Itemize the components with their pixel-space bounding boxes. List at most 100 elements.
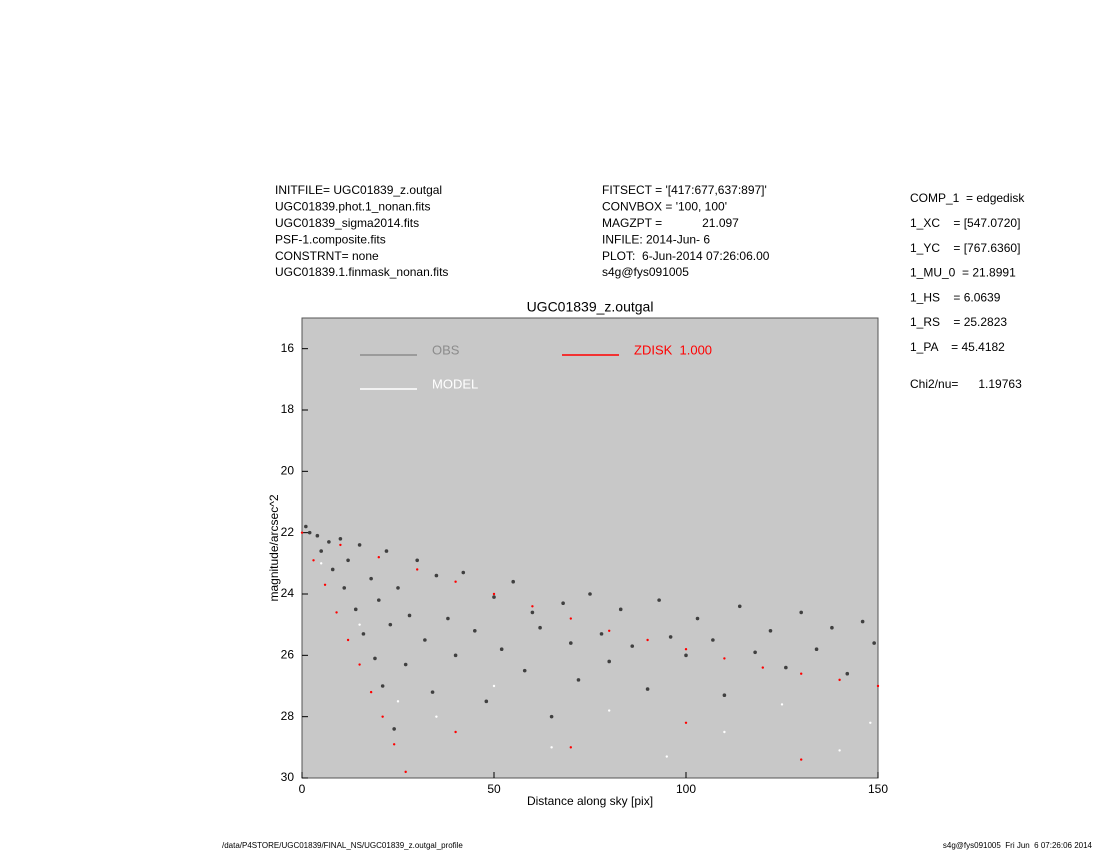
point [845,671,850,676]
point [695,616,700,621]
x-tick-label: 150 [868,782,888,796]
point [320,562,323,565]
point [446,616,450,621]
point [434,573,439,578]
header-line: UGC01839_sigma2014.fits [275,216,419,230]
point [492,595,496,599]
chart-title: UGC01839_z.outgal [527,299,654,315]
point [646,638,649,642]
point [484,699,489,704]
y-tick-label: 24 [281,586,295,600]
point [416,568,419,571]
y-tick-label: 20 [281,464,295,478]
point [838,678,841,682]
legend-label: ZDISK 1.000 [634,342,712,357]
fit-param: 1_RS = 25.2823 [910,315,1007,329]
footer-left: /data/P4STORE/UGC01839/FINAL_NS/UGC01839… [222,841,463,850]
header-line: CONVBOX = '100, 100' [602,200,727,214]
point [711,638,715,642]
y-axis-label: magnitude/arcsec^2 [267,494,281,601]
point [423,638,427,642]
point [576,678,581,682]
point [353,607,358,612]
point [396,586,400,590]
point [404,770,407,774]
point [392,743,396,746]
point [358,663,361,666]
point [384,549,389,553]
point [608,709,611,712]
point [403,662,408,667]
legend-label: MODEL [432,376,478,391]
point [723,657,726,660]
point [668,635,673,639]
point [373,656,377,661]
point [300,531,304,534]
x-tick-label: 100 [676,782,696,796]
x-axis-label: Distance along sky [pix] [527,794,653,808]
point [531,605,534,608]
header-line: MAGZPT = 21.097 [602,216,739,230]
point [753,650,757,655]
point [435,715,438,718]
header-line: FITSECT = '[417:677,637:897]' [602,183,767,197]
point [830,625,834,630]
legend-label: OBS [432,342,460,357]
point [588,592,592,596]
fit-param: COMP_1 = edgedisk [910,191,1025,205]
point [342,586,347,590]
point [550,746,553,749]
point [561,601,565,605]
point [335,611,338,614]
point [454,580,457,583]
y-tick-label: 26 [281,648,295,662]
header-line: s4g@fys091005 [602,265,689,279]
point [396,700,400,703]
point [358,623,361,626]
point [869,721,872,724]
point [377,598,381,602]
point [492,592,496,596]
point [872,641,876,645]
fit-param: 1_HS = 6.0639 [910,290,1001,304]
fit-param: 1_PA = 45.4182 [910,340,1005,354]
point [737,604,742,609]
fit-param: 1_XC = [547.0720] [910,216,1020,230]
point [569,746,572,749]
point [327,540,331,544]
point [430,690,435,694]
y-tick-label: 28 [281,709,295,723]
point [338,537,343,541]
y-tick-label: 30 [281,770,295,784]
point [346,558,350,563]
point [618,607,623,612]
point [599,632,604,636]
fit-param: 1_YC = [767.6360] [910,241,1020,255]
point [645,687,650,691]
point [499,647,504,651]
point [369,690,373,694]
point [315,533,320,538]
point [569,641,573,645]
point [330,567,335,572]
point [538,625,542,630]
point [684,721,688,724]
point [453,653,458,658]
point [684,653,688,658]
point [799,610,803,615]
point [361,632,366,636]
point [723,730,726,734]
header-line: UGC01839.1.finmask_nonan.fits [275,265,448,279]
point [304,524,308,529]
point [784,665,788,670]
header-line: UGC01839.phot.1_nonan.fits [275,200,430,214]
point [377,556,380,559]
point [307,530,312,535]
point [454,730,457,734]
header-line: PLOT: 6-Jun-2014 07:26:06.00 [602,249,770,263]
point [657,598,661,602]
y-tick-label: 16 [281,341,295,355]
point [369,576,373,581]
point [608,629,611,632]
